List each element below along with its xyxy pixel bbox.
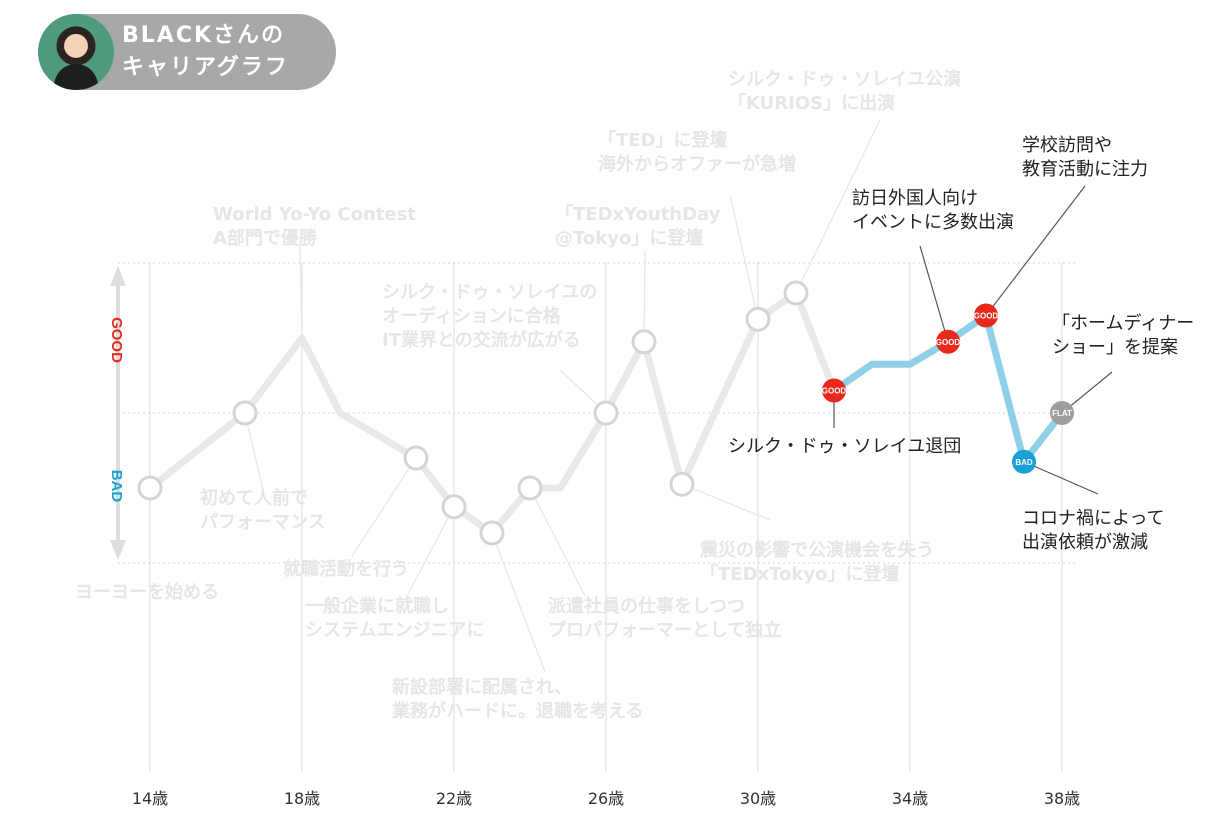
data-point-good bbox=[936, 329, 960, 354]
x-tick-label: 26歳 bbox=[588, 789, 624, 808]
data-point-open bbox=[232, 400, 258, 426]
y-axis-good-label: GOOD bbox=[108, 317, 125, 363]
data-point-open bbox=[517, 475, 543, 501]
leader-line-recent bbox=[1023, 461, 1099, 495]
x-tick-label: 34歳 bbox=[892, 789, 928, 808]
annotation-past: 初めて人前でパフォーマンス bbox=[200, 487, 326, 533]
data-point-good bbox=[822, 378, 846, 403]
data-point-open bbox=[631, 329, 657, 355]
data-point-bad bbox=[1012, 449, 1036, 474]
leader-line-recent bbox=[985, 185, 1086, 316]
x-tick-label: 14歳 bbox=[132, 789, 168, 808]
page-title: BLACKさんの キャリアグラフ bbox=[122, 23, 289, 80]
annotation-past: シルク・ドゥ・ソレイユ公演「KURIOS」に出演 bbox=[728, 68, 961, 114]
x-tick-label: 22歳 bbox=[436, 789, 472, 808]
annotation-recent: 訪日外国人向けイベントに多数出演 bbox=[852, 188, 1014, 233]
annotation-past: ヨーヨーを始める bbox=[75, 581, 219, 603]
data-point-open bbox=[783, 280, 809, 306]
leader-line-past bbox=[681, 483, 771, 521]
data-point-good-label: GOOD bbox=[974, 312, 999, 321]
y-axis-arrow-up bbox=[110, 266, 126, 286]
annotation-recent: 「ホームディナーショー」を提案 bbox=[1052, 313, 1194, 358]
annotation-recent: 学校訪問や教育活動に注力 bbox=[1022, 135, 1148, 180]
x-tick-label: 18歳 bbox=[284, 789, 320, 808]
annotation-past: 「TED」に登壇海外からオファーが急増 bbox=[598, 129, 796, 175]
leader-line-past bbox=[351, 457, 417, 557]
annotation-past: 就職活動を行う bbox=[283, 558, 409, 580]
data-point-good bbox=[974, 303, 998, 328]
x-tick-label: 30歳 bbox=[740, 789, 776, 808]
data-point-open bbox=[137, 475, 163, 501]
annotation-past: 派遣社員の仕事をしつつプロパフォーマーとして独立 bbox=[548, 595, 781, 641]
annotation-past: 一般企業に就職しシステムエンジニアに bbox=[305, 595, 484, 641]
data-point-open bbox=[441, 494, 467, 520]
data-point-flat-label: FLAT bbox=[1052, 409, 1072, 418]
leader-line-past bbox=[643, 249, 646, 342]
data-point-open bbox=[745, 306, 771, 332]
annotation-past: 震災の影響で公演機会を失う「TEDxTokyo」に登壇 bbox=[700, 539, 934, 585]
data-point-flat bbox=[1050, 401, 1074, 425]
annotation-recent: シルク・ドゥ・ソレイユ退団 bbox=[728, 436, 961, 457]
data-point-open bbox=[593, 400, 619, 426]
leader-line-past bbox=[299, 245, 303, 339]
y-axis-bad-label: BAD bbox=[108, 470, 125, 503]
leader-line-past bbox=[491, 532, 546, 673]
leader-line-past bbox=[729, 194, 759, 320]
data-point-open bbox=[479, 520, 505, 546]
leader-line-past bbox=[529, 487, 586, 597]
y-axis-arrow-down bbox=[110, 540, 126, 560]
avatar bbox=[38, 14, 114, 90]
data-point-open bbox=[669, 471, 695, 497]
data-point-good-label: GOOD bbox=[936, 338, 961, 347]
data-point-good-label: GOOD bbox=[822, 387, 847, 396]
annotation-recent: コロナ禍によって出演依頼が激減 bbox=[1022, 508, 1165, 553]
annotation-past: World Yo-Yo Contest A部門で優勝 bbox=[213, 204, 416, 249]
annotation-past: 新設部署に配属され、業務がハードに。退職を考える bbox=[391, 676, 643, 722]
data-point-open bbox=[403, 445, 429, 471]
annotation-past: シルク・ドゥ・ソレイユのオーディションに合格 IT業界との交流が広がる bbox=[382, 282, 597, 351]
data-point-bad-label: BAD bbox=[1015, 458, 1033, 467]
leader-line-past bbox=[404, 506, 455, 601]
x-tick-label: 38歳 bbox=[1044, 789, 1080, 808]
annotation-past: 「TEDxYouthDay @Tokyo」に登壇 bbox=[555, 203, 721, 249]
leader-line-past bbox=[244, 412, 264, 491]
leader-line-past bbox=[795, 119, 881, 294]
chart-header: BLACKさんの キャリアグラフ bbox=[38, 14, 336, 90]
leader-line-recent bbox=[919, 245, 949, 342]
